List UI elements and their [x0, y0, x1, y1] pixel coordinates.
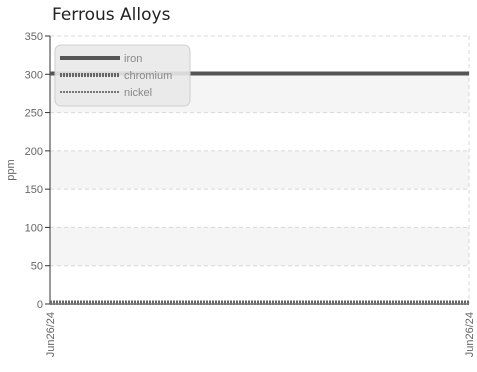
y-tick-label: 50	[31, 261, 43, 273]
y-tick-label: 250	[25, 108, 43, 120]
grid-band	[50, 227, 469, 266]
y-tick-label: 300	[25, 69, 43, 81]
chart-title: Ferrous Alloys	[52, 5, 171, 25]
legend-box	[54, 44, 191, 107]
grid-band	[50, 150, 469, 190]
legend-label-iron: iron	[124, 53, 142, 65]
x-tick-label: Jun26/24	[464, 312, 476, 357]
y-axis-label: ppm	[5, 159, 17, 180]
y-tick-label: 350	[25, 31, 43, 43]
y-tick-label: 100	[25, 222, 43, 234]
y-tick-label: 0	[37, 299, 43, 311]
x-tick-label: Jun26/24	[45, 312, 57, 357]
y-tick-label: 200	[25, 146, 43, 158]
y-tick-label: 150	[25, 184, 43, 196]
legend-label-nickel: nickel	[124, 87, 152, 99]
legend-label-chromium: chromium	[124, 70, 172, 82]
